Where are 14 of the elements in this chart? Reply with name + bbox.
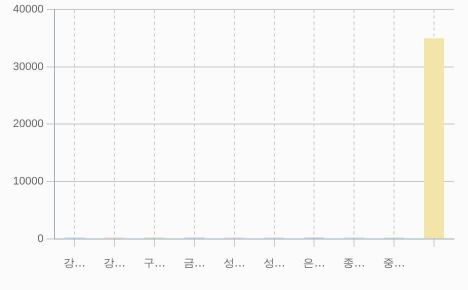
x-tick-label: 중…	[383, 256, 406, 270]
x-tick-label: 성…	[223, 256, 246, 270]
x-tick-label: 구…	[143, 256, 166, 270]
y-tick-label: 40000	[12, 4, 44, 16]
x-tick-label: 강…	[64, 256, 86, 270]
x-tick-label: 금…	[183, 256, 206, 270]
y-tick-label: 20000	[12, 118, 44, 130]
x-tick-label: 은…	[303, 256, 326, 270]
x-tick-label: 종…	[343, 256, 366, 270]
x-tick-label: 강…	[104, 256, 126, 270]
x-tick-label: 성…	[263, 256, 286, 270]
y-tick-label: 0	[37, 232, 44, 245]
y-tick-label: 30000	[12, 60, 44, 73]
y-tick-label: 10000	[12, 176, 44, 188]
